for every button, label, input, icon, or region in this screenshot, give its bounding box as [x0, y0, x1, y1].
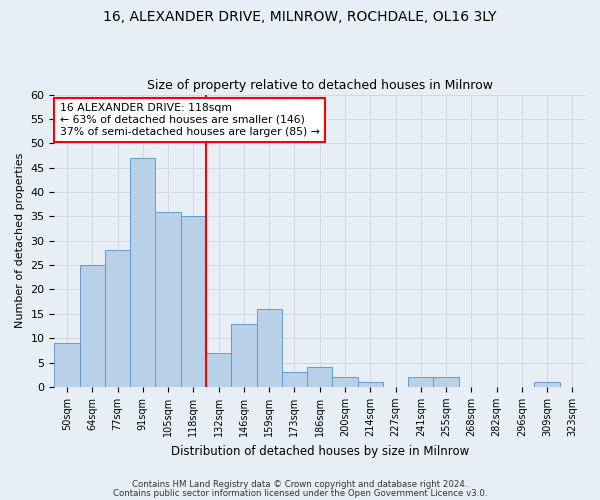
Bar — [282, 372, 307, 387]
X-axis label: Distribution of detached houses by size in Milnrow: Distribution of detached houses by size … — [170, 444, 469, 458]
Title: Size of property relative to detached houses in Milnrow: Size of property relative to detached ho… — [147, 79, 493, 92]
Bar — [105, 250, 130, 387]
Text: 16, ALEXANDER DRIVE, MILNROW, ROCHDALE, OL16 3LY: 16, ALEXANDER DRIVE, MILNROW, ROCHDALE, … — [103, 10, 497, 24]
Bar — [80, 265, 105, 387]
Y-axis label: Number of detached properties: Number of detached properties — [15, 153, 25, 328]
Bar — [181, 216, 206, 387]
Text: Contains HM Land Registry data © Crown copyright and database right 2024.: Contains HM Land Registry data © Crown c… — [132, 480, 468, 489]
Bar — [130, 158, 155, 387]
Bar — [206, 353, 231, 387]
Bar — [155, 212, 181, 387]
Bar — [408, 377, 433, 387]
Bar — [231, 324, 257, 387]
Bar — [433, 377, 458, 387]
Bar — [257, 309, 282, 387]
Bar — [535, 382, 560, 387]
Bar — [332, 377, 358, 387]
Bar — [307, 368, 332, 387]
Bar — [358, 382, 383, 387]
Bar — [55, 343, 80, 387]
Text: Contains public sector information licensed under the Open Government Licence v3: Contains public sector information licen… — [113, 488, 487, 498]
Text: 16 ALEXANDER DRIVE: 118sqm
← 63% of detached houses are smaller (146)
37% of sem: 16 ALEXANDER DRIVE: 118sqm ← 63% of deta… — [60, 104, 320, 136]
